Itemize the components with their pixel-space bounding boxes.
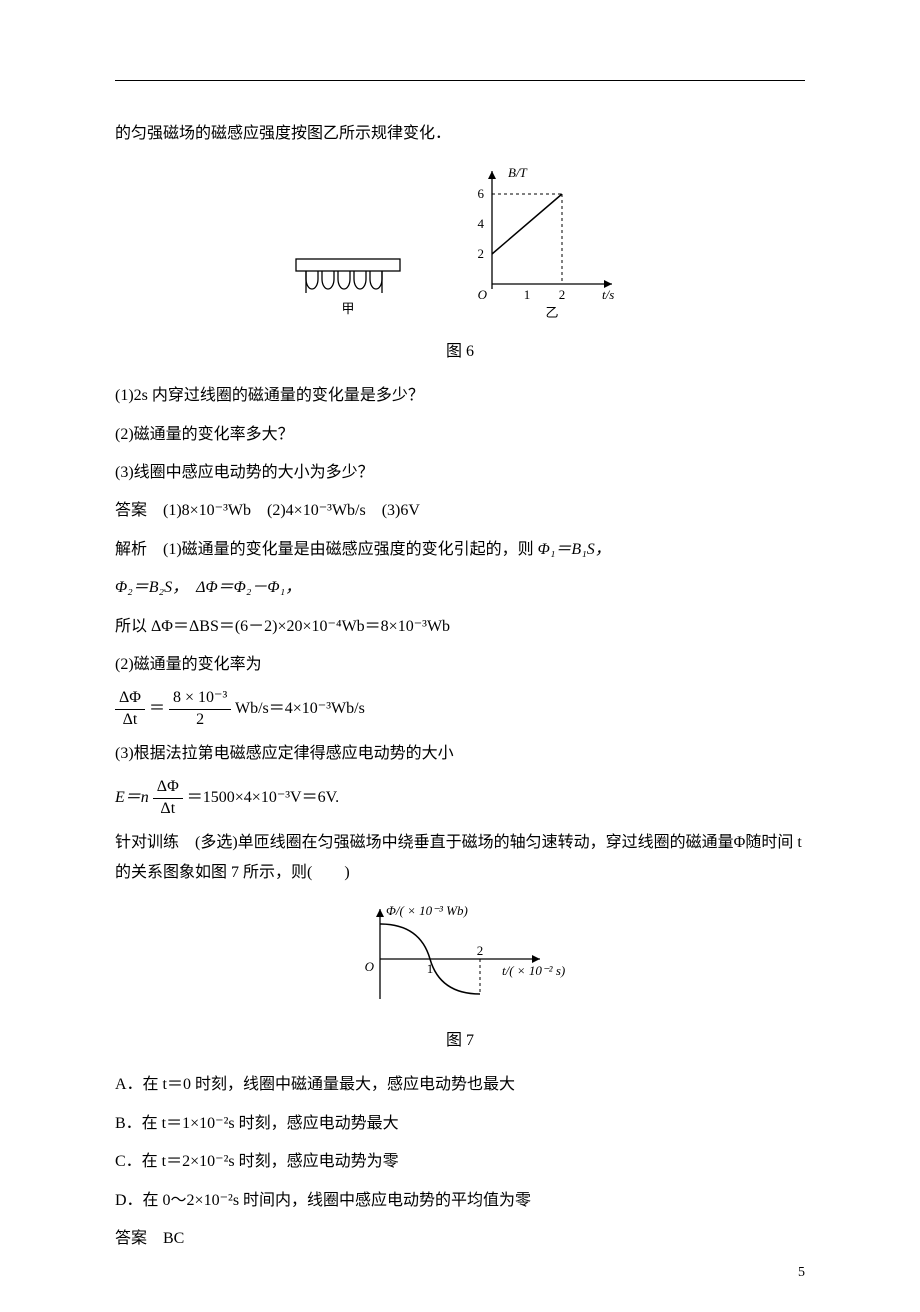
svg-text:O: O [478, 287, 488, 302]
eq2-prefix: E＝n [115, 789, 149, 806]
question-2: (2)磁通量的变化率多大？ [115, 420, 805, 450]
analysis-p1-prefix: 解析 (1)磁通量的变化量是由磁感应强度的变化引起的，则 [115, 541, 538, 558]
analysis-p5: (3)根据法拉第电磁感应定律得感应电动势的大小 [115, 739, 805, 769]
eq2-frac-den: Δt [153, 799, 183, 820]
svg-text:O: O [365, 959, 375, 974]
analysis-p1-phi1: Φ₁＝B₁S， [538, 541, 611, 558]
svg-text:6: 6 [478, 186, 485, 201]
svg-text:t/s: t/s [602, 287, 614, 302]
svg-text:1: 1 [524, 287, 531, 302]
frac-dphi-dt-2: ΔΦ Δt [153, 777, 183, 820]
frac-dphi-dt: ΔΦ Δt [115, 688, 145, 731]
frac1-num: ΔΦ [115, 688, 145, 710]
coil-diagram: 甲 [288, 253, 408, 319]
figure-7-block: O 1 2 Φ/( × 10⁻³ Wb) t/( × 10⁻² s) [115, 899, 805, 1020]
question-1: (1)2s 内穿过线圈的磁通量的变化量是多少？ [115, 381, 805, 411]
figure-6-left: 甲 [288, 253, 408, 330]
figure-6-row: 甲 2 4 6 [115, 159, 805, 330]
svg-text:t/( × 10⁻² s): t/( × 10⁻² s) [502, 963, 565, 978]
practice-answer: 答案 BC [115, 1224, 805, 1254]
page-container: 的匀强磁场的磁感应强度按图乙所示规律变化． 甲 [0, 0, 920, 1312]
figure-6-block: 甲 2 4 6 [115, 159, 805, 330]
page-number: 5 [798, 1260, 805, 1287]
figure-7-caption: 图 7 [115, 1026, 805, 1056]
svg-text:4: 4 [478, 216, 485, 231]
option-c: C．在 t＝2×10⁻²s 时刻，感应电动势为零 [115, 1147, 805, 1177]
analysis-p2: Φ₂＝B₂S， ΔΦ＝Φ₂－Φ₁， [115, 573, 805, 603]
b-t-graph: 2 4 6 1 2 O B/T t/s 乙 [452, 159, 632, 319]
eq1-tail: Wb/s＝4×10⁻³Wb/s [235, 700, 365, 717]
frac2-den: 2 [169, 710, 231, 731]
svg-text:2: 2 [478, 246, 485, 261]
option-d: D．在 0～2×10⁻²s 时间内，线圈中感应电动势的平均值为零 [115, 1186, 805, 1216]
option-b: B．在 t＝1×10⁻²s 时刻，感应电动势最大 [115, 1109, 805, 1139]
frac1-den: Δt [115, 710, 145, 731]
eq2-frac-num: ΔΦ [153, 777, 183, 799]
figure-6-right: 2 4 6 1 2 O B/T t/s 乙 [452, 159, 632, 330]
analysis-p4: (2)磁通量的变化率为 [115, 650, 805, 680]
practice-intro: 针对训练 (多选)单匝线圈在匀强磁场中绕垂直于磁场的轴匀速转动，穿过线圈的磁通量… [115, 828, 805, 889]
option-a: A．在 t＝0 时刻，线圈中磁通量最大，感应电动势也最大 [115, 1070, 805, 1100]
frac-value: 8 × 10⁻³ 2 [169, 688, 231, 731]
analysis-p1: 解析 (1)磁通量的变化量是由磁感应强度的变化引起的，则 Φ₁＝B₁S， [115, 535, 805, 565]
analysis-p3: 所以 ΔΦ＝ΔBS＝(6－2)×20×10⁻⁴Wb＝8×10⁻³Wb [115, 612, 805, 642]
figure-6-caption: 图 6 [115, 337, 805, 367]
figure-6-left-label: 甲 [341, 301, 354, 316]
svg-text:Φ/( × 10⁻³ Wb): Φ/( × 10⁻³ Wb) [386, 903, 468, 918]
answers-line: 答案 (1)8×10⁻³Wb (2)4×10⁻³Wb/s (3)6V [115, 496, 805, 526]
figure-6-right-label: 乙 [545, 305, 558, 319]
header-rule [115, 80, 805, 81]
svg-text:1: 1 [427, 961, 434, 976]
eq2-tail: ＝1500×4×10⁻³V＝6V. [187, 789, 339, 806]
svg-text:B/T: B/T [508, 165, 528, 180]
svg-text:2: 2 [477, 943, 484, 958]
svg-text:2: 2 [559, 287, 566, 302]
analysis-eq2: E＝n ΔΦ Δt ＝1500×4×10⁻³V＝6V. [115, 777, 805, 820]
frac2-num: 8 × 10⁻³ [169, 688, 231, 710]
question-3: (3)线圈中感应电动势的大小为多少？ [115, 458, 805, 488]
phi-t-graph: O 1 2 Φ/( × 10⁻³ Wb) t/( × 10⁻² s) [330, 899, 590, 1009]
analysis-eq1: ΔΦ Δt ＝ 8 × 10⁻³ 2 Wb/s＝4×10⁻³Wb/s [115, 688, 805, 731]
intro-paragraph: 的匀强磁场的磁感应强度按图乙所示规律变化． [115, 119, 805, 149]
